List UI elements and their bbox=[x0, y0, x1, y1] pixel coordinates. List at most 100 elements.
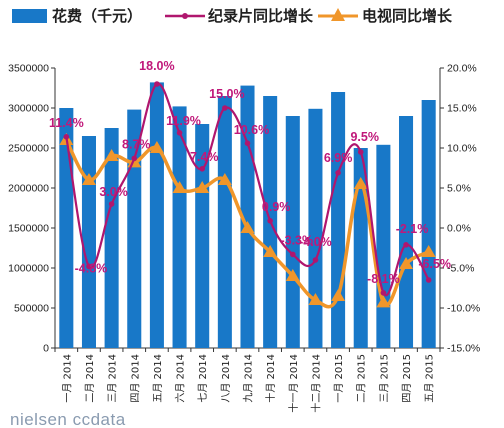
x-tick-label: 二月 2014 bbox=[84, 354, 96, 403]
data-label-documentary: 3.0% bbox=[99, 185, 128, 199]
y-right-tick-label: 20.0% bbox=[447, 63, 477, 75]
y-right-tick-label: 15.0% bbox=[447, 103, 477, 115]
point-documentary bbox=[222, 105, 228, 111]
point-documentary bbox=[199, 166, 206, 172]
x-tick-label: 八月 2014 bbox=[220, 354, 232, 403]
y-right-tick-label: -15.0% bbox=[447, 343, 480, 355]
data-label-documentary: -4.0% bbox=[299, 235, 332, 249]
source-watermark: nielsen ccdata bbox=[10, 410, 126, 428]
x-tick-label: 十月 2014 bbox=[264, 354, 277, 403]
x-tick-label: 三月 2015 bbox=[378, 354, 390, 403]
data-label-documentary: -4.8% bbox=[75, 261, 108, 275]
y-left-tick-label: 1000000 bbox=[8, 263, 49, 275]
point-tv bbox=[149, 141, 164, 153]
series-lines bbox=[59, 81, 436, 309]
bar-spend bbox=[399, 116, 414, 348]
bar-spend bbox=[104, 128, 119, 348]
point-documentary bbox=[63, 134, 70, 140]
x-tick-label: 二月 2015 bbox=[356, 354, 368, 403]
point-tv bbox=[81, 173, 96, 185]
point-documentary bbox=[289, 251, 296, 258]
x-tick-label: 五月 2014 bbox=[152, 354, 164, 403]
data-label-documentary: 15.0% bbox=[209, 87, 244, 101]
y-left-tick-label: 0 bbox=[43, 343, 49, 355]
data-label-documentary: 9.5% bbox=[350, 130, 379, 144]
x-tick-label: 一月 2014 bbox=[61, 354, 73, 403]
data-label-documentary: -2.1% bbox=[396, 222, 429, 236]
point-tv bbox=[172, 181, 187, 193]
point-tv bbox=[331, 289, 346, 301]
point-documentary bbox=[131, 155, 138, 162]
y-left-tick-label: 2000000 bbox=[8, 183, 49, 195]
y-left-tick-label: 3000000 bbox=[8, 103, 49, 115]
bar-spend bbox=[172, 106, 187, 349]
y-left-tick-label: 1500000 bbox=[8, 223, 49, 235]
x-tick-label: 五月 2015 bbox=[424, 354, 436, 403]
bar-spend bbox=[308, 108, 323, 348]
point-documentary bbox=[425, 277, 432, 283]
point-documentary bbox=[380, 290, 387, 296]
x-tick-label: 十二月 2014 bbox=[309, 354, 322, 413]
x-tick-label: 六月 2014 bbox=[175, 354, 187, 403]
axes: 0 500000 1000000 1500000 2000000 2500000 30000… bbox=[8, 63, 480, 413]
y-right-tick-label: 10.0% bbox=[447, 143, 477, 155]
data-label-documentary: 6.9% bbox=[324, 151, 353, 165]
bar-spend bbox=[331, 92, 346, 348]
legend-label-tv: 电视同比增长 bbox=[362, 7, 453, 25]
point-documentary bbox=[267, 218, 273, 224]
data-label-documentary: -8.1% bbox=[367, 272, 400, 286]
point-tv bbox=[217, 173, 232, 185]
data-label-documentary: 11.4% bbox=[49, 116, 84, 130]
data-label-documentary: 18.0% bbox=[139, 59, 174, 73]
point-tv bbox=[376, 295, 391, 308]
bar-spend bbox=[149, 82, 164, 349]
y-left-tick-label: 2500000 bbox=[8, 143, 49, 155]
point-tv bbox=[285, 269, 300, 281]
data-labels: 11.4% -4.8% 3.0% 8.7% 18.0% 11.9% 7.4% 15.0% 10.… bbox=[49, 59, 451, 286]
data-label-documentary: 10.6% bbox=[234, 123, 269, 137]
point-documentary bbox=[244, 140, 251, 146]
data-label-documentary: -6.5% bbox=[418, 257, 451, 271]
x-tick-label: 十一月 2014 bbox=[287, 354, 300, 413]
legend-swatch-spend bbox=[12, 9, 47, 23]
point-documentary bbox=[86, 263, 92, 270]
y-left-tick-label: 3500000 bbox=[8, 63, 49, 75]
data-label-documentary: 7.4% bbox=[190, 150, 219, 164]
x-tick-label: 三月 2014 bbox=[107, 354, 119, 403]
point-tv bbox=[263, 245, 278, 257]
point-tv bbox=[421, 245, 436, 257]
x-tick-label: 四月 2015 bbox=[401, 354, 413, 403]
data-label-documentary: 11.9% bbox=[166, 114, 201, 128]
y-right-tick-label: 5.0% bbox=[447, 183, 471, 195]
point-documentary bbox=[154, 81, 160, 87]
x-tick-label: 一月 2015 bbox=[333, 354, 345, 403]
y-right-tick-label: -10.0% bbox=[447, 303, 480, 315]
bar-spend bbox=[421, 100, 436, 348]
data-label-documentary: -3.3% bbox=[280, 233, 313, 247]
point-tv bbox=[399, 257, 414, 269]
legend-label-documentary: 纪录片同比增长 bbox=[208, 7, 314, 25]
point-documentary bbox=[335, 170, 341, 176]
bar-spend bbox=[285, 116, 300, 348]
y-left-tick-label: 500000 bbox=[14, 303, 49, 315]
data-label-documentary: 0.9% bbox=[262, 200, 291, 214]
legend-label-spend: 花费（千元） bbox=[52, 7, 142, 25]
x-tick-label: 七月 2014 bbox=[197, 354, 209, 403]
point-documentary bbox=[108, 201, 115, 207]
point-tv bbox=[308, 293, 323, 305]
bars bbox=[59, 82, 436, 349]
legend: 花费（千元） 纪录片同比增长 电视同比增长 bbox=[12, 7, 453, 25]
bar-spend bbox=[195, 124, 210, 348]
point-tv bbox=[104, 149, 119, 161]
data-label-documentary: 8.7% bbox=[122, 137, 151, 151]
point-documentary bbox=[312, 257, 319, 263]
bar-spend bbox=[217, 96, 232, 348]
legend-marker-tv bbox=[331, 8, 345, 21]
point-tv bbox=[195, 181, 210, 193]
point-tv bbox=[353, 177, 368, 189]
y-right-tick-label: 0.0% bbox=[447, 223, 471, 235]
point-tv bbox=[240, 221, 255, 233]
bar-spend bbox=[81, 136, 96, 348]
x-tick-label: 九月 2014 bbox=[243, 354, 255, 403]
